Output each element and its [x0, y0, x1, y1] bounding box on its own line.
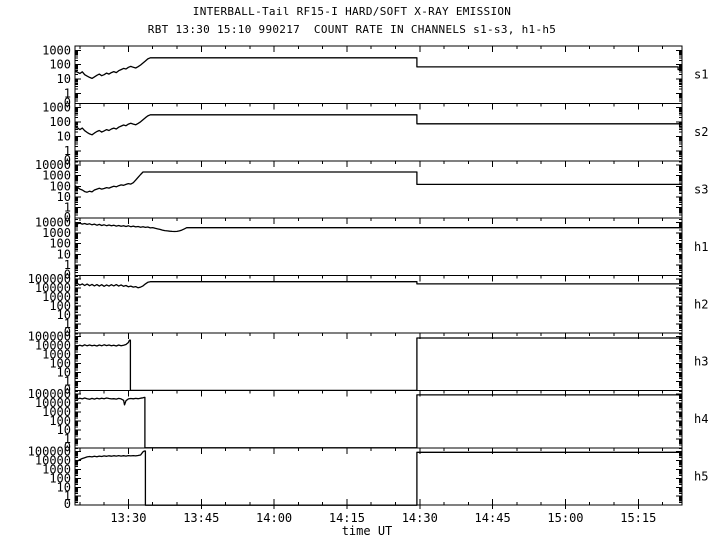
y-tick-label: 1 — [64, 489, 71, 503]
y-tick-label: 1000 — [42, 169, 71, 183]
y-tick-label: 1 — [64, 374, 71, 388]
y-tick-label: 1 — [64, 317, 71, 331]
page-title: INTERBALL-Tail RF15-I HARD/SOFT X-RAY EM… — [192, 5, 512, 18]
y-tick-label: 100000 — [28, 444, 71, 458]
y-tick-label: 10000 — [35, 281, 71, 295]
series-s3 — [74, 171, 682, 193]
y-tick-label: 10 — [57, 480, 71, 494]
y-tick-label: 1 — [64, 201, 71, 215]
series-h3 — [74, 337, 682, 392]
panel-label-s2: s2 — [694, 125, 708, 139]
y-tick-label: 10 — [57, 72, 71, 86]
y-tick-label: 1000 — [42, 226, 71, 240]
y-tick-label: 0 — [64, 497, 71, 511]
x-tick-label: 14:45 — [475, 511, 511, 525]
y-tick-label: 100 — [49, 237, 71, 251]
x-tick-label: 14:00 — [256, 511, 292, 525]
y-tick-label: 0 — [64, 440, 71, 454]
panel-label-s3: s3 — [694, 183, 708, 197]
page-subtitle: RBT 13:30 15:10 990217 COUNT RATE IN CHA… — [147, 23, 557, 36]
series-s2 — [74, 114, 682, 136]
y-tick-label: 0 — [64, 153, 71, 167]
x-axis-label: time UT — [341, 524, 393, 538]
panel-label-h4: h4 — [694, 412, 708, 426]
y-tick-label: 10 — [57, 190, 71, 204]
y-tick-label: 1000 — [42, 101, 71, 115]
x-tick-label: 15:00 — [547, 511, 583, 525]
y-tick-label: 100000 — [28, 387, 71, 401]
y-tick-label: 10 — [57, 247, 71, 261]
panel-frame-s2 — [74, 102, 683, 162]
x-tick-label: 14:30 — [402, 511, 438, 525]
series-h4 — [74, 394, 682, 449]
y-tick-label: 100 — [49, 115, 71, 129]
y-tick-label: 1 — [64, 258, 71, 272]
y-tick-label: 0 — [64, 268, 71, 282]
y-tick-label: 100 — [49, 299, 71, 313]
y-tick-label: 1 — [64, 86, 71, 100]
y-tick-label: 10000 — [35, 215, 71, 229]
y-tick-label: 100 — [49, 179, 71, 193]
y-tick-label: 100 — [49, 471, 71, 485]
panel-label-h2: h2 — [694, 297, 708, 311]
y-tick-label: 1000 — [42, 462, 71, 476]
y-tick-label: 0 — [64, 95, 71, 109]
series-h5 — [74, 450, 682, 506]
panel-label-h3: h3 — [694, 355, 708, 369]
y-tick-label: 1 — [64, 432, 71, 446]
y-tick-label: 10000 — [35, 339, 71, 353]
panel-label-s1: s1 — [694, 68, 708, 82]
x-tick-label: 15:15 — [620, 511, 656, 525]
y-tick-label: 10 — [57, 423, 71, 437]
panel-frame-h5 — [74, 447, 683, 506]
panel-frame-s3 — [74, 160, 683, 219]
x-tick-label: 14:15 — [329, 511, 365, 525]
y-tick-label: 10 — [57, 365, 71, 379]
y-tick-label: 10 — [57, 308, 71, 322]
panel-label-h1: h1 — [694, 240, 708, 254]
panel-frame-s1 — [74, 45, 683, 104]
y-tick-label: 10000 — [35, 453, 71, 467]
y-tick-label: 1000 — [42, 290, 71, 304]
y-tick-label: 0 — [64, 382, 71, 396]
series-s1 — [74, 57, 682, 80]
y-tick-label: 1 — [64, 144, 71, 158]
series-h2 — [74, 281, 682, 289]
panel-frame-h1 — [74, 217, 683, 277]
y-tick-label: 100000 — [28, 272, 71, 286]
panel-label-h5: h5 — [694, 470, 708, 484]
y-tick-label: 100000 — [28, 330, 71, 344]
y-tick-label: 0 — [64, 210, 71, 224]
y-tick-label: 0 — [64, 325, 71, 339]
y-tick-label: 100 — [49, 414, 71, 428]
y-tick-label: 10000 — [35, 396, 71, 410]
y-tick-label: 1000 — [42, 348, 71, 362]
y-tick-label: 10000 — [35, 158, 71, 172]
y-tick-label: 1000 — [42, 43, 71, 57]
x-tick-label: 13:45 — [183, 511, 219, 525]
series-h1 — [74, 222, 682, 233]
y-tick-label: 10 — [57, 129, 71, 143]
panel-frame-h3 — [74, 332, 683, 391]
y-tick-label: 100 — [49, 58, 71, 72]
y-tick-label: 100 — [49, 356, 71, 370]
x-tick-label: 13:30 — [110, 511, 146, 525]
panel-frame-h4 — [74, 389, 683, 449]
y-tick-label: 1000 — [42, 405, 71, 419]
